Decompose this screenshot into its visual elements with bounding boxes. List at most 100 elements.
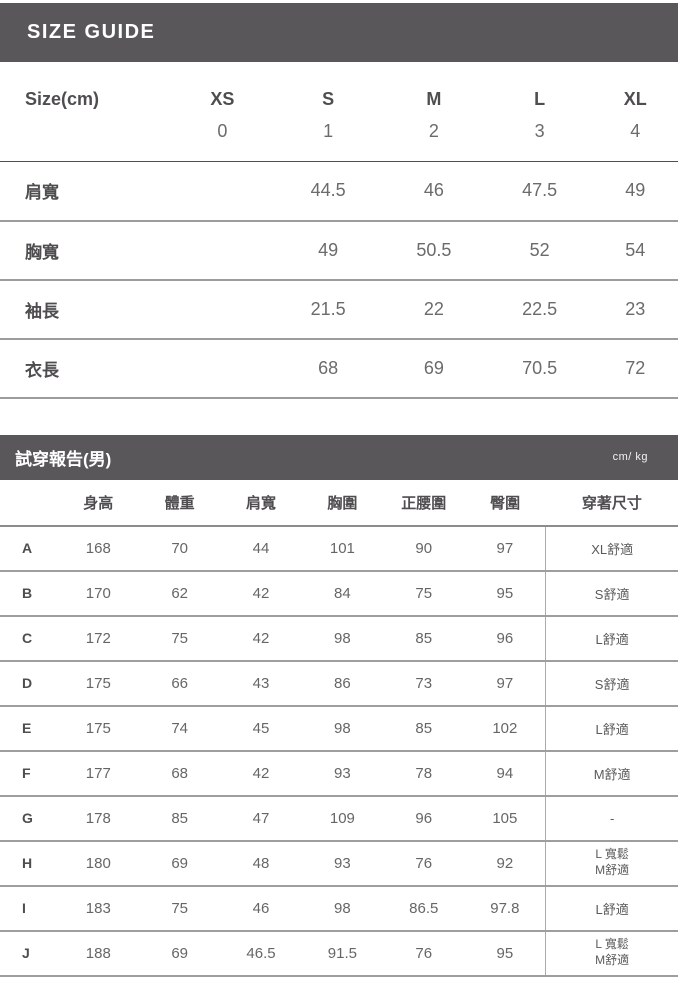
unit-label: cm/ kg: [612, 451, 648, 463]
model-measurement-value: 42: [220, 615, 302, 662]
fit-result: XL舒適: [545, 525, 678, 572]
measurement-value: [169, 338, 276, 399]
fitting-row: C 172 75 42 98 85 96 L舒適: [0, 615, 678, 662]
fit-result-line: -: [609, 810, 615, 826]
model-measurement-value: 98: [301, 705, 384, 752]
model-measurement-value: 84: [301, 570, 384, 617]
fit-result-line: L 寬鬆: [595, 847, 629, 862]
model-measurement-value: 98: [301, 615, 384, 662]
fit-result: -: [545, 795, 678, 842]
model-measurement-value: 94: [464, 750, 546, 797]
model-measurement-value: 98: [301, 885, 384, 932]
fitting-column-label: 胸圍: [301, 479, 384, 527]
fit-result-line: S舒適: [594, 676, 630, 692]
model-measurement-value: 172: [57, 615, 139, 662]
model-measurement-value: 69: [138, 930, 221, 977]
fit-result: L舒適: [545, 615, 678, 662]
size-table-row: 衣長 68 69 70.5 72: [0, 338, 678, 399]
size-column-number: 0: [169, 115, 276, 162]
fitting-column-label: 穿著尺寸: [545, 479, 678, 527]
model-measurement-value: 92: [464, 840, 546, 887]
model-measurement-value: 95: [464, 570, 546, 617]
size-table-row: 胸寬 49 50.5 52 54: [0, 220, 678, 281]
model-measurement-value: 109: [301, 795, 384, 842]
model-measurement-value: 85: [138, 795, 221, 842]
fit-result: L舒適: [545, 885, 678, 932]
size-column-number: 4: [592, 115, 678, 162]
model-measurement-value: 43: [220, 660, 302, 707]
measurement-value: 49: [275, 220, 382, 281]
fitting-column-label: 身高: [57, 479, 139, 527]
model-measurement-value: 91.5: [301, 930, 384, 977]
fitting-row: D 175 66 43 86 73 97 S舒適: [0, 660, 678, 707]
size-column-letter: S: [322, 89, 335, 109]
model-measurement-value: 69: [138, 840, 221, 887]
model-measurement-value: 188: [57, 930, 139, 977]
model-label: J: [0, 930, 58, 977]
model-measurement-value: 46: [220, 885, 302, 932]
model-measurement-value: 85: [383, 615, 465, 662]
size-table-row: 袖長 21.5 22 22.5 23: [0, 279, 678, 340]
measurement-label: 肩寬: [0, 161, 170, 222]
model-measurement-value: 101: [301, 525, 384, 572]
measurement-value: 54: [592, 220, 678, 281]
fit-result: S舒適: [545, 660, 678, 707]
model-measurement-value: 75: [138, 885, 221, 932]
model-measurement-value: 177: [57, 750, 139, 797]
model-measurement-value: 90: [383, 525, 465, 572]
model-label: I: [0, 885, 58, 932]
fitting-header-empty-cell: [0, 479, 58, 527]
model-measurement-value: 105: [464, 795, 546, 842]
fit-result: L 寬鬆 M舒適: [545, 840, 678, 887]
size-column-letter: XL: [623, 89, 647, 109]
model-measurement-value: 168: [57, 525, 139, 572]
model-measurement-value: 66: [138, 660, 221, 707]
model-measurement-value: 76: [383, 930, 465, 977]
model-measurement-value: 76: [383, 840, 465, 887]
model-measurement-value: 178: [57, 795, 139, 842]
fitting-row: E 175 74 45 98 85 102 L舒適: [0, 705, 678, 752]
fitting-report-header-bar: 試穿報告(男) cm/ kg: [0, 434, 678, 480]
model-measurement-value: 170: [57, 570, 139, 617]
fit-result: M舒適: [545, 750, 678, 797]
model-measurement-value: 68: [138, 750, 221, 797]
fitting-column-label: 臀圍: [464, 479, 546, 527]
model-measurement-value: 93: [301, 840, 384, 887]
fit-result: L 寬鬆 M舒適: [545, 930, 678, 977]
model-measurement-value: 42: [220, 570, 302, 617]
measurement-value: 44.5: [275, 161, 382, 222]
fit-result: S舒適: [545, 570, 678, 617]
model-label: E: [0, 705, 58, 752]
size-guide-header-bar: SIZE GUIDE: [0, 3, 678, 62]
fitting-report-column-headers: 身高 體重 肩寬 胸圍 正腰圍 臀圍 穿著尺寸: [0, 479, 678, 527]
fit-result-line: M舒適: [595, 863, 630, 877]
fit-result-line: L舒適: [595, 721, 629, 737]
model-label: H: [0, 840, 58, 887]
fitting-row: G 178 85 47 109 96 105 -: [0, 795, 678, 842]
model-measurement-value: 95: [464, 930, 546, 977]
fit-result-line: S舒適: [594, 586, 630, 602]
model-measurement-value: 44: [220, 525, 302, 572]
fitting-row: B 170 62 42 84 75 95 S舒適: [0, 570, 678, 617]
measurement-label: 胸寬: [0, 220, 170, 281]
measurement-value: [169, 279, 276, 340]
measurement-value: 68: [275, 338, 382, 399]
model-measurement-value: 102: [464, 705, 546, 752]
model-measurement-value: 48: [220, 840, 302, 887]
size-table-body: 肩寬 44.5 46 47.5 49 胸寬 49 50.5 52 54 袖長 21.5 22 22.5 23…: [0, 161, 678, 399]
model-measurement-value: 42: [220, 750, 302, 797]
model-measurement-value: 46.5: [220, 930, 302, 977]
size-column-letter: XS: [210, 89, 235, 109]
model-measurement-value: 86: [301, 660, 384, 707]
fitting-column-label: 正腰圍: [383, 479, 465, 527]
measurement-value: 21.5: [275, 279, 382, 340]
model-measurement-value: 62: [138, 570, 221, 617]
fit-result-line: L舒適: [595, 901, 629, 917]
fitting-row: H 180 69 48 93 76 92 L 寬鬆 M舒適: [0, 840, 678, 887]
model-measurement-value: 74: [138, 705, 221, 752]
model-label: A: [0, 525, 58, 572]
model-measurement-value: 73: [383, 660, 465, 707]
